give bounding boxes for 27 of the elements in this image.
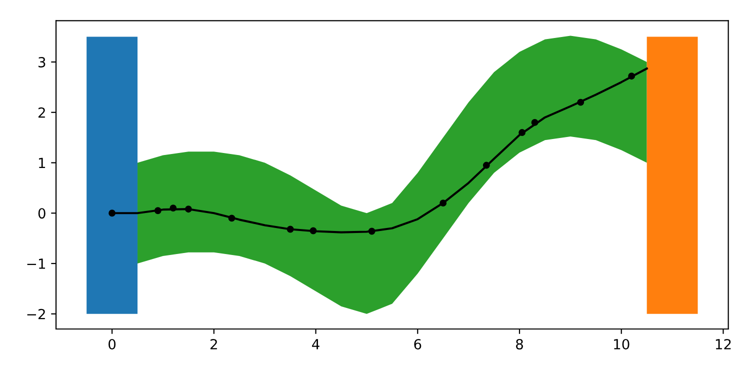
y-tick-label: 3 [38,56,46,68]
point [228,214,236,222]
point [108,210,116,217]
x-tick-label: 2 [210,338,217,350]
point [154,207,162,214]
point [368,228,376,235]
x-tick-label: 4 [312,339,320,350]
point [531,118,538,126]
y-tick-label: 2 [38,107,45,118]
point [518,129,526,136]
y-tick-label: −1 [27,258,46,269]
point [184,206,192,213]
x-tick-label: 8 [516,338,523,350]
point [286,226,294,233]
point [440,200,447,207]
point [628,72,636,80]
y-tick-label: −2 [27,308,45,320]
point [482,162,490,169]
x-tick-label: 6 [414,338,422,350]
point [170,204,177,212]
y-tick-label: 1 [38,158,46,168]
x-tick-label: 10 [614,338,630,350]
point [577,98,584,106]
y-tick-label: 0 [38,208,46,219]
x-tick-label: 0 [108,338,116,350]
point [310,227,317,234]
x-tick-label: 12 [716,338,731,350]
